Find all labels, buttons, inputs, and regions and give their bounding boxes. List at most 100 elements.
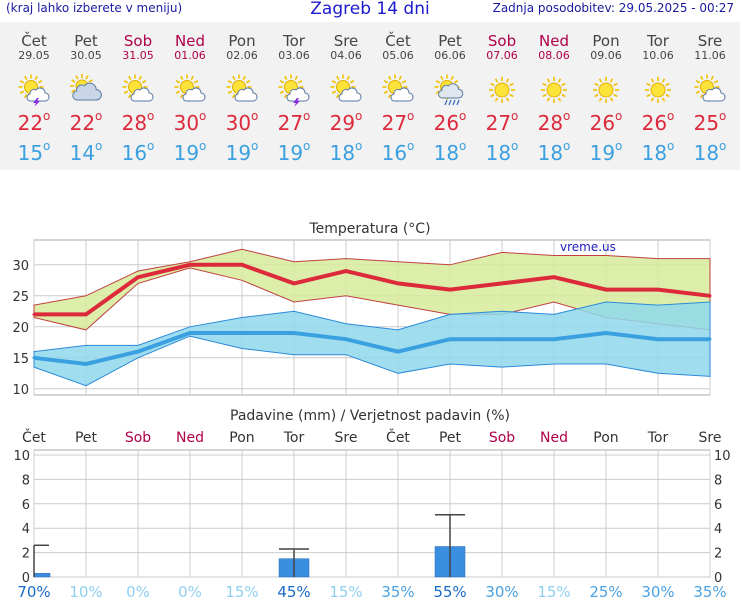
min-temperature: 18o: [485, 139, 519, 165]
day-column[interactable]: Pet 06.06 26o 18o: [424, 22, 476, 166]
day-name: Sre: [333, 32, 359, 50]
min-temperature: 18o: [329, 139, 363, 165]
precipitation-probability: 15%: [225, 583, 258, 600]
day-column[interactable]: Pon 02.06 30o 19o: [216, 22, 268, 166]
max-temperature: 30o: [173, 109, 207, 135]
data-point: [344, 337, 348, 341]
day-column[interactable]: Tor 03.06 27o 19o: [268, 22, 320, 166]
data-point: [32, 356, 36, 360]
header-bar: (kraj lahko izberete v meniju) Zagreb 14…: [0, 0, 740, 22]
min-temperature: 18o: [433, 139, 467, 165]
day-name: Pet: [438, 32, 462, 50]
data-point: [240, 263, 244, 267]
day-date: 07.06: [486, 49, 518, 62]
y-tick-label-right: 6: [714, 498, 722, 513]
data-point: [500, 281, 504, 285]
day-column[interactable]: Tor 10.06 26o 18o: [632, 22, 684, 166]
x-tick-label: Sre: [699, 430, 722, 446]
day-date: 02.06: [226, 49, 258, 62]
data-point: [292, 331, 296, 335]
min-temperature: 18o: [693, 139, 727, 165]
min-temperature: 19o: [225, 139, 259, 165]
day-date: 08.06: [538, 49, 570, 62]
max-temperature: 22o: [17, 109, 51, 135]
y-tick-label: 8: [22, 473, 30, 488]
page-title: Zagreb 14 dni: [310, 0, 430, 19]
max-temperature: 27o: [277, 109, 311, 135]
data-point: [396, 281, 400, 285]
data-point: [656, 288, 660, 292]
day-name: Tor: [647, 32, 669, 50]
data-point: [84, 312, 88, 316]
sun-cloud-rain-icon: [434, 74, 464, 106]
y-tick-label-right: 2: [714, 547, 722, 562]
data-point: [448, 288, 452, 292]
min-temperature: 14o: [69, 139, 103, 165]
data-point: [32, 312, 36, 316]
min-temperature: 19o: [589, 139, 623, 165]
x-tick-label: Ned: [176, 430, 204, 446]
day-column[interactable]: Ned 01.06 30o 19o: [164, 22, 216, 166]
day-column[interactable]: Sob 07.06 27o 18o: [476, 22, 528, 166]
sun-cloudy-icon: [70, 74, 102, 101]
y-tick-label: 15: [12, 352, 29, 367]
precipitation-probability: 15%: [537, 583, 570, 600]
day-date: 09.06: [590, 49, 622, 62]
day-column[interactable]: Sob 31.05 28o 16o: [112, 22, 164, 166]
y-tick-label: 10: [12, 383, 29, 398]
day-date: 11.06: [694, 49, 726, 62]
day-name: Sob: [123, 32, 153, 50]
y-tick-label: 2: [22, 547, 30, 562]
sun-cloud-thunder-icon: [18, 74, 50, 106]
day-date: 31.05: [122, 49, 154, 62]
day-name: Čet: [21, 32, 47, 50]
y-tick-label: 6: [22, 498, 30, 513]
day-date: 01.06: [174, 49, 206, 62]
y-tick-label-right: 0: [714, 571, 722, 586]
x-tick-label: Sre: [335, 430, 358, 446]
sun-cloud-icon: [694, 74, 726, 102]
data-point: [552, 337, 556, 341]
x-tick-label: Pet: [75, 430, 98, 446]
y-tick-label-right: 8: [714, 473, 722, 488]
min-temperature: 15o: [17, 139, 51, 165]
day-column[interactable]: Pet 30.05 22o 14o: [60, 22, 112, 166]
precipitation-probability: 30%: [641, 583, 674, 600]
chart-title: Temperatura (°C): [308, 221, 430, 237]
location-menu-hint[interactable]: (kraj lahko izberete v meniju): [6, 1, 183, 15]
x-tick-label: Pon: [229, 430, 254, 446]
watermark: vreme.us: [560, 240, 616, 254]
precipitation-probability: 35%: [693, 583, 726, 600]
plot-area: [33, 449, 711, 578]
data-point: [84, 362, 88, 366]
data-point: [344, 269, 348, 273]
day-date: 05.06: [382, 49, 414, 62]
day-name: Čet: [385, 32, 411, 50]
max-temperature: 30o: [225, 109, 259, 135]
precipitation-probability: 0%: [178, 583, 202, 600]
data-point: [240, 331, 244, 335]
day-column[interactable]: Sre 11.06 25o 18o: [684, 22, 736, 166]
data-point: [708, 294, 712, 298]
min-temperature: 16o: [121, 139, 155, 165]
day-name: Ned: [175, 32, 205, 50]
day-date: 10.06: [642, 49, 674, 62]
data-point: [604, 331, 608, 335]
day-name: Pon: [592, 32, 620, 50]
day-column[interactable]: Čet 05.06 27o 16o: [372, 22, 424, 166]
day-column[interactable]: Ned 08.06 28o 18o: [528, 22, 580, 166]
day-column[interactable]: Pon 09.06 26o 19o: [580, 22, 632, 166]
precipitation-probability: 70%: [17, 583, 50, 600]
sun-icon: [593, 77, 619, 103]
max-temperature: 22o: [69, 109, 103, 135]
day-column[interactable]: Sre 04.06 29o 18o: [320, 22, 372, 166]
day-column[interactable]: Čet 29.05 22o 15o: [8, 22, 60, 166]
max-temperature-line: [34, 262, 711, 317]
data-point: [396, 350, 400, 354]
x-tick-label: Sob: [125, 430, 151, 446]
daily-forecast-strip: Čet 29.05 22o 15o Pet 30.05 22o 14o Sob 31.05 28o 1…: [0, 22, 740, 170]
x-tick-label: Ned: [540, 430, 568, 446]
day-name: Sre: [697, 32, 723, 50]
max-temperature: 28o: [121, 109, 155, 135]
precipitation-probability: 0%: [126, 583, 150, 600]
